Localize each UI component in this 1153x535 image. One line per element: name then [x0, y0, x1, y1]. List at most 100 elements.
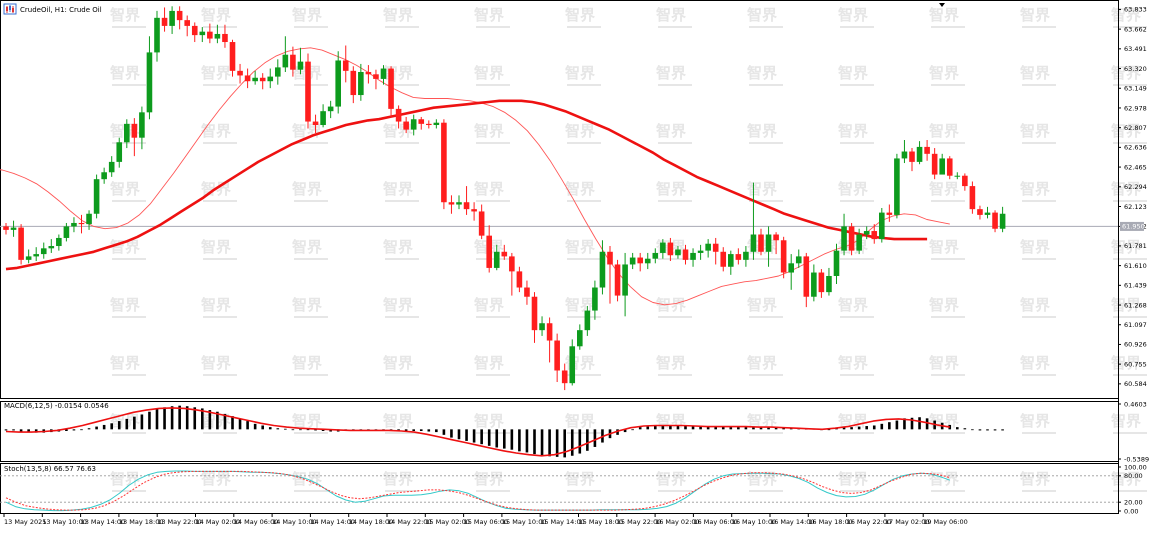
macd-bar	[72, 429, 76, 431]
watermark-tile: 智界	[747, 412, 777, 430]
time-tick-label: 14 May 10:00	[272, 518, 317, 526]
macd-bar	[789, 428, 793, 430]
watermark-underline	[1113, 26, 1147, 28]
watermark-underline	[203, 374, 237, 376]
watermark-tile: 智界	[292, 296, 322, 314]
price-tick-label: 62.978	[1124, 104, 1147, 112]
watermark-underline	[203, 26, 237, 28]
candle-body	[267, 76, 274, 82]
watermark-underline	[294, 374, 328, 376]
watermark-underline	[840, 258, 874, 260]
price-tick-label: 62.465	[1124, 163, 1147, 171]
watermark-underline	[385, 26, 419, 28]
watermark-underline	[1022, 84, 1056, 86]
candle-body	[879, 212, 885, 240]
candle-body	[169, 10, 175, 26]
candle-body	[33, 254, 39, 257]
macd-bar	[201, 408, 204, 430]
candle-body	[577, 330, 583, 347]
chart-shift-marker[interactable]	[939, 3, 945, 7]
watermark-underline	[476, 316, 510, 318]
candle-body	[433, 122, 440, 126]
candle-body	[116, 142, 123, 162]
macd-bar	[299, 429, 302, 431]
candle-body	[984, 212, 991, 215]
macd-bar	[404, 429, 408, 431]
watermark-underline	[567, 374, 601, 376]
macd-bar	[646, 426, 650, 430]
watermark-underline	[1113, 258, 1147, 260]
watermark-tile: 智界	[656, 470, 686, 488]
watermark-tile: 智界	[474, 296, 504, 314]
watermark-underline	[840, 432, 874, 434]
macd-bar	[691, 425, 695, 430]
watermark-underline	[658, 26, 692, 28]
watermark-underline	[749, 374, 783, 376]
macd-bar	[329, 429, 332, 432]
watermark-tile: 智界	[1020, 180, 1050, 198]
macd-bar	[759, 426, 763, 430]
candle-body	[207, 31, 213, 39]
macd-bar	[865, 426, 868, 430]
candle-body	[108, 161, 115, 173]
time-tick-label: 13 May 18:00	[119, 518, 164, 526]
macd-bar	[895, 420, 899, 430]
watermark-underline	[1022, 200, 1056, 202]
candle-body	[63, 226, 70, 238]
candle-body	[48, 246, 55, 249]
macd-bar	[155, 408, 159, 430]
watermark-tile: 智界	[656, 122, 686, 140]
candle-body	[652, 252, 659, 259]
watermark-underline	[840, 374, 874, 376]
macd-bar	[880, 423, 884, 430]
watermark-underline	[567, 432, 601, 434]
candlestick-icon[interactable]	[3, 3, 17, 15]
macd-bar	[563, 429, 566, 458]
candle-body	[795, 256, 802, 264]
watermark-underline	[385, 258, 419, 260]
candle-body	[478, 211, 485, 236]
candle-body	[282, 54, 289, 68]
candle-body	[320, 111, 326, 126]
macd-bar	[752, 426, 755, 430]
watermark-underline	[294, 316, 328, 318]
macd-bar	[918, 417, 921, 430]
watermark-underline	[567, 142, 601, 144]
macd-bar	[487, 429, 491, 446]
macd-bar	[163, 407, 166, 430]
watermark-tile: 智界	[565, 238, 595, 256]
candle-body	[471, 209, 477, 212]
candle-body	[18, 227, 24, 260]
candle-body	[124, 123, 130, 143]
watermark-tile: 智界	[565, 412, 595, 430]
watermark-underline	[658, 374, 692, 376]
price-tick-label: 62.294	[1124, 183, 1147, 191]
macd-bar	[744, 427, 748, 430]
macd-bar	[314, 429, 317, 431]
candlesticks	[3, 6, 1006, 391]
time-tick-label: 14 May 22:00	[387, 518, 432, 526]
macd-bar	[27, 429, 30, 433]
watermark-tile: 智界	[838, 180, 868, 198]
watermark-tile: 智界	[1020, 354, 1050, 372]
candle-body	[886, 212, 893, 215]
macd-bar	[623, 429, 627, 433]
candle-body	[297, 61, 304, 70]
watermark-tile: 智界	[929, 470, 959, 488]
candle-body	[735, 254, 742, 260]
watermark-underline	[203, 316, 237, 318]
time-tick-label: 16 May 02:00	[655, 518, 700, 526]
candle-body	[871, 231, 878, 240]
watermark-tile: 智界	[565, 64, 595, 82]
watermark-underline	[749, 84, 783, 86]
watermark-tile: 智界	[1020, 64, 1050, 82]
watermark-tile: 智界	[747, 180, 777, 198]
macd-bar	[419, 429, 423, 431]
watermark-underline	[385, 490, 419, 492]
macd-bar	[616, 429, 619, 435]
